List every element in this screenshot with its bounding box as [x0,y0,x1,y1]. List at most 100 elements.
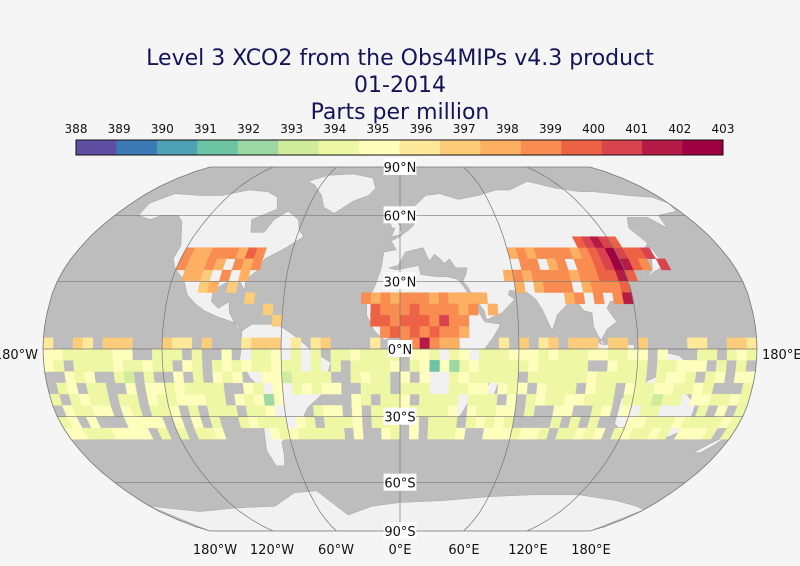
data-cell [113,371,126,384]
data-cell [617,337,629,350]
data-cell [399,326,411,338]
data-cell [370,405,382,417]
lon-label: 120°E [508,543,548,558]
colorbar-tick-label: 403 [711,122,735,136]
data-cell [583,393,595,406]
data-cell [183,382,196,395]
data-cell [439,337,450,350]
lat-label-bg [383,206,417,224]
colorbar-tick-label: 393 [280,122,304,136]
lat-label: 90°N [384,161,417,176]
colorbar-swatch [561,140,603,155]
colorbar-swatch [439,140,481,155]
data-cell [547,371,559,384]
data-cell [264,405,277,417]
data-cell [607,348,619,361]
data-cell [636,360,648,372]
colorbar-swatch [156,140,198,155]
colorbar-swatch [642,140,684,155]
data-cell [380,292,391,305]
data-cell [656,360,668,372]
data-cell [380,326,391,338]
data-cell [625,371,638,384]
data-cell [43,348,54,361]
data-cell [565,382,577,395]
data-cell [637,258,653,271]
data-cell [241,360,253,372]
data-cell [602,393,615,406]
data-cell [399,382,410,395]
data-cell [193,382,206,395]
data-cell [486,393,498,406]
data-cell [174,382,186,395]
data-cell [488,371,499,384]
data-cell [92,348,104,361]
data-cell [459,360,470,372]
data-cell [686,360,698,372]
data-cell [448,382,460,395]
data-cell [92,360,105,372]
data-cell [399,303,410,316]
data-cell [477,393,488,406]
data-cell [112,348,123,361]
data-cell [547,360,559,372]
data-cell [52,348,64,361]
data-cell [567,360,579,372]
colorbar-swatch [520,140,562,155]
colorbar-tick-label: 390 [150,122,174,136]
colorbar-tick-label: 391 [193,122,217,136]
data-cell [380,303,391,316]
data-cell [518,360,529,372]
data-cell [325,427,337,440]
data-cell [555,382,568,395]
data-cell [409,360,420,372]
colorbar-tick-label: 394 [323,122,347,136]
data-cell [419,371,430,384]
data-cell [505,393,518,406]
colorbar-tick-label: 388 [64,122,88,136]
data-cell [429,337,440,350]
data-cell [468,303,479,316]
data-cell [243,292,256,305]
data-cell [518,337,530,350]
data-cell [573,393,586,406]
data-cell [498,337,510,350]
data-cell [261,348,272,361]
colorbar-swatch [197,140,239,155]
data-cell [281,371,293,384]
data-cell [607,337,619,350]
data-cell [514,281,526,293]
data-cell [122,360,134,372]
data-cell [419,337,430,350]
data-cell [429,360,440,372]
data-cell [657,348,668,361]
data-cell [664,371,677,384]
data-cell [389,326,401,338]
lat-label-bg [387,340,413,357]
data-cell [448,303,460,316]
data-cell [563,292,576,305]
colorbar-tick-label: 402 [668,122,692,136]
world-map: 90°N 60°N 30°N 0°N 30°S 60°S 90°S 180°W 120°W 60°… [0,158,800,558]
data-cell [360,371,371,384]
data-cell [419,326,430,338]
data-cell [389,314,401,327]
data-cell [62,348,74,361]
data-cell [458,382,469,395]
data-cell [498,348,510,361]
data-cell [554,393,566,406]
data-cell [351,393,362,406]
data-cell [171,348,183,361]
data-cell [123,371,136,384]
data-cell [518,348,530,361]
data-cell [191,360,203,372]
data-cell [311,382,323,395]
data-cell [370,292,381,305]
data-cell [181,360,193,372]
data-cell [555,258,569,271]
data-cell [390,393,401,406]
lat-label: 0°N [388,343,413,358]
data-cell [360,292,372,305]
lat-label-bg [383,522,417,539]
data-cell [83,371,96,384]
